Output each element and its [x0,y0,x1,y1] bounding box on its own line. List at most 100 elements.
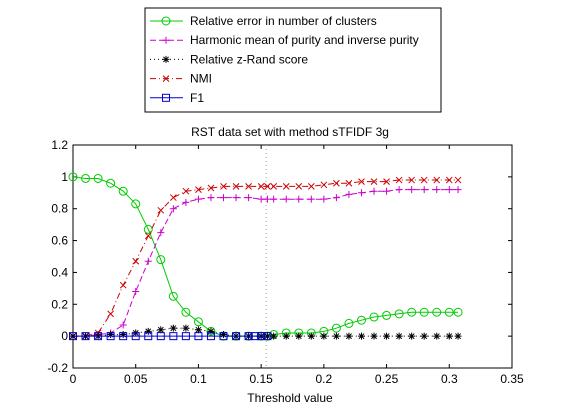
data-point [107,310,114,318]
data-point [454,332,462,340]
data-point [182,187,190,195]
data-point [408,332,416,340]
data-point [257,183,265,190]
plot-area: 0 0.05 0.1 0.15 0.2 0.25 0.3 0.35-0.200.20.40.6… [47,138,524,386]
data-point [407,307,417,317]
data-point [144,257,152,265]
data-point [156,332,165,341]
data-point [119,321,127,329]
data-point [320,181,328,189]
data-point [358,178,365,185]
y-tick-label: 0.2 [51,297,68,311]
data-point [282,183,290,190]
data-point [295,183,303,190]
data-point [181,307,191,317]
data-point [245,194,253,202]
data-point [264,183,271,190]
data-point [93,173,103,183]
data-point [118,186,128,196]
data-point [333,179,340,187]
data-point [207,327,215,335]
data-point [369,312,379,322]
data-point [270,195,278,203]
x-tick-label: 0.35 [500,372,524,386]
data-point [408,186,416,194]
data-point [307,195,315,203]
data-point [232,183,240,190]
series-harmonic-mean-of-purity-and-inverse-purity [69,186,462,340]
data-point [382,310,392,320]
legend-label: Relative z-Rand score [190,52,308,66]
data-point [420,176,428,184]
data-point [119,331,127,339]
data-point [94,332,103,341]
data-point [157,326,165,334]
legend-marker [161,16,171,26]
data-point [143,224,153,234]
data-point [282,195,290,203]
data-point [383,178,390,185]
data-point [207,184,215,192]
data-point [395,176,403,184]
data-point [332,194,340,202]
legend-marker [162,55,170,63]
data-point [195,186,202,193]
data-point [81,173,91,183]
data-point [282,332,290,340]
data-point [420,332,428,340]
data-point [408,176,416,184]
x-axis-label: Threshold value [247,391,333,405]
data-point [394,309,404,319]
data-point [433,332,441,340]
data-point [370,332,378,340]
data-point [232,194,240,202]
data-point [332,332,340,340]
data-point [219,332,228,341]
legend-marker [162,36,170,44]
x-tick-label: 0.25 [375,372,399,386]
data-point [132,257,140,265]
data-point [194,195,202,203]
data-point [370,178,378,185]
data-point [182,198,190,206]
legend-entry: Relative z-Rand score [150,52,308,66]
legend: Relative error in number of clusters Harm… [144,7,442,113]
legend-label: Harmonic mean of purity and inverse puri… [190,33,419,47]
data-point [168,291,178,301]
data-point [432,307,442,317]
data-point [169,324,177,332]
data-point [307,332,315,340]
data-point [245,183,252,190]
data-point [433,186,441,194]
data-point [357,332,365,340]
data-point [144,232,152,240]
x-tick-label: 0.05 [124,372,148,386]
data-point [383,332,391,340]
series-nmi [69,176,462,340]
data-point [320,195,328,203]
data-point [68,172,78,182]
data-point [419,307,429,317]
data-point [69,332,77,341]
data-point [257,332,266,341]
data-point [295,332,303,340]
data-point [307,183,315,190]
legend-label: Relative error in number of clusters [190,14,377,28]
data-point [220,194,228,202]
data-point [193,317,203,327]
data-point [250,332,259,341]
legend-entry: Harmonic mean of purity and inverse puri… [150,33,419,47]
chart-title: RST data set with method sTFIDF 3g [191,125,389,139]
y-tick-label: 1.2 [51,138,68,152]
data-point [119,332,128,341]
data-point [295,195,303,203]
data-point [220,331,228,339]
legend-marker [162,93,170,102]
data-point [263,332,271,340]
data-point [453,307,463,317]
data-point [444,307,454,317]
data-point [206,332,215,341]
data-point [244,332,253,341]
x-tick-label: 0.3 [441,372,458,386]
